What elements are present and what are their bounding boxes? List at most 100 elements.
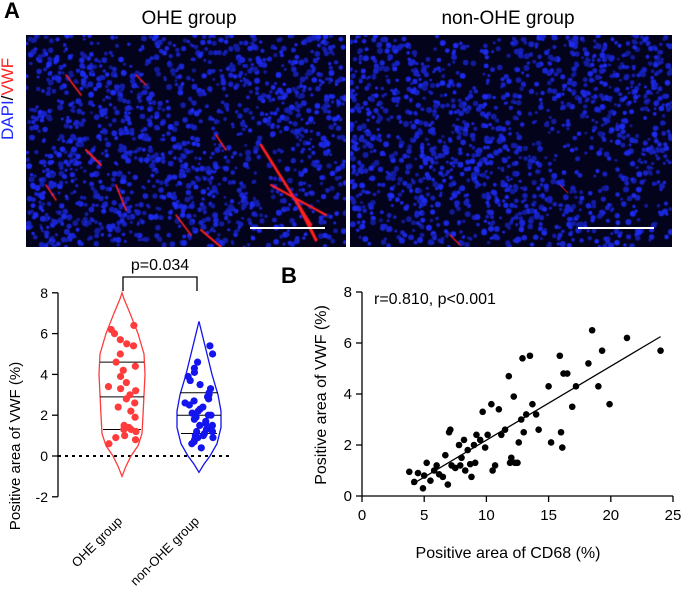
violin-dot-non-ohe bbox=[205, 395, 213, 403]
p-value-label: p=0.034 bbox=[131, 257, 189, 274]
micrograph-ohe bbox=[26, 35, 346, 247]
scatter-point bbox=[506, 459, 514, 467]
scatter-y-tick-label: 4 bbox=[344, 386, 352, 403]
violin-dot-ohe bbox=[116, 336, 124, 344]
violin-dot-ohe bbox=[116, 372, 125, 381]
x-tick-ohe-group: OHE group bbox=[69, 514, 126, 571]
violin-dot-non-ohe bbox=[197, 444, 205, 452]
violin-plot: Positive area of VWF (%) -2 0 2 4 6 8 p=0.034… bbox=[7, 257, 232, 589]
scatter-point bbox=[488, 400, 495, 408]
scatter-point bbox=[455, 441, 463, 449]
violin-dot-non-ohe bbox=[208, 350, 217, 358]
violin-dot-non-ohe bbox=[181, 399, 189, 407]
scatter-point bbox=[464, 446, 472, 454]
violin-dot-ohe bbox=[131, 436, 140, 444]
violin-dot-ohe bbox=[130, 321, 138, 330]
scatter-point bbox=[456, 462, 464, 469]
scatter-correlation-label: r=0.810, p<0.001 bbox=[374, 291, 496, 308]
stain-label-separator: / bbox=[0, 96, 17, 101]
scatter-point bbox=[439, 473, 447, 481]
scatter-y-tick-label: 6 bbox=[344, 335, 352, 352]
violin-dot-non-ohe bbox=[206, 342, 214, 350]
scatter-point bbox=[471, 459, 479, 467]
scatter-y-tick-label: 8 bbox=[344, 284, 352, 301]
scatter-x-tick-label: 25 bbox=[665, 507, 682, 524]
scatter-y-tick-label: 2 bbox=[344, 437, 352, 454]
scatter-point bbox=[526, 352, 534, 360]
violin-dot-non-ohe bbox=[193, 358, 202, 366]
micrograph-non-ohe bbox=[350, 35, 672, 247]
violin-dot-ohe bbox=[114, 403, 122, 411]
violin-dots bbox=[104, 321, 217, 452]
scatter-point bbox=[557, 428, 565, 436]
scatter-point bbox=[473, 431, 480, 439]
violin-dot-ohe bbox=[122, 378, 130, 387]
violin-ohe bbox=[98, 290, 146, 479]
micrograph-ohe-image bbox=[26, 35, 346, 247]
violin-dot-ohe bbox=[121, 432, 129, 440]
scatter-point bbox=[447, 426, 454, 433]
scatter-point bbox=[545, 383, 552, 390]
scatter-point bbox=[598, 347, 606, 354]
scatter-point bbox=[517, 416, 525, 423]
scatter-x-tick-label: 0 bbox=[358, 507, 366, 524]
scatter-point bbox=[529, 400, 536, 408]
scatter-point bbox=[405, 468, 413, 476]
scatter-point bbox=[588, 326, 596, 334]
violin-y-tick-label: 0 bbox=[40, 448, 48, 464]
micrograph-non-ohe-image bbox=[350, 35, 672, 247]
scatter-point bbox=[657, 347, 664, 354]
scatter-point bbox=[466, 460, 474, 468]
violin-dot-ohe bbox=[117, 385, 125, 393]
violin-dot-non-ohe bbox=[196, 381, 204, 389]
scatter-point bbox=[498, 431, 505, 439]
violin-tick-labels: -2 0 2 4 6 8 bbox=[36, 285, 49, 505]
scatter-point bbox=[479, 408, 486, 416]
violin-dot-non-ohe bbox=[190, 364, 199, 372]
scale-bar-non-ohe bbox=[578, 227, 654, 229]
violin-y-tick-label: 8 bbox=[40, 285, 48, 301]
scatter-x-tick-label: 5 bbox=[420, 507, 428, 524]
violin-dot-non-ohe bbox=[190, 397, 198, 405]
scatter-point bbox=[423, 459, 430, 467]
scatter-point bbox=[606, 400, 613, 408]
scatter-point bbox=[489, 467, 496, 474]
regression-line bbox=[411, 336, 661, 486]
scatter-point bbox=[410, 478, 418, 486]
scatter-points bbox=[405, 326, 664, 492]
violin-dot-ohe bbox=[107, 325, 115, 334]
violin-dot-non-ohe bbox=[208, 421, 216, 429]
violin-y-tick-label: 2 bbox=[40, 407, 48, 423]
scatter-point bbox=[458, 454, 465, 462]
scatter-point bbox=[501, 426, 509, 433]
violin-y-tick-label: 4 bbox=[40, 366, 48, 382]
x-tick-non-ohe-group: non-OHE group bbox=[127, 514, 202, 589]
scatter-point bbox=[430, 467, 438, 474]
scatter-point bbox=[563, 370, 571, 377]
title-ohe-group: OHE group bbox=[141, 8, 237, 29]
scatter-point bbox=[556, 352, 564, 360]
scatter-point bbox=[547, 439, 555, 446]
violin-dot-non-ohe bbox=[188, 409, 196, 417]
violin-dot-ohe bbox=[112, 434, 120, 442]
scatter-point bbox=[623, 334, 631, 342]
scatter-point bbox=[444, 481, 452, 488]
violin-dot-ohe bbox=[123, 340, 131, 348]
scatter-point bbox=[514, 459, 521, 467]
scatter-point bbox=[505, 372, 513, 380]
title-non-ohe-group: non-OHE group bbox=[441, 8, 575, 29]
panel-label-a: A bbox=[4, 0, 20, 23]
scatter-point bbox=[470, 441, 478, 449]
scatter-point bbox=[520, 428, 528, 436]
violin-dot-ohe bbox=[131, 362, 139, 370]
stain-label-dapi: DAPI bbox=[0, 100, 17, 140]
violin-non-ohe bbox=[176, 321, 222, 474]
violin-dot-ohe bbox=[126, 391, 134, 399]
scatter-y-axis-label: Positive area of VWF (%) bbox=[313, 305, 330, 485]
scatter-point bbox=[572, 383, 580, 390]
scatter-point bbox=[461, 467, 469, 474]
violin-y-axis bbox=[52, 292, 59, 498]
scatter-point bbox=[442, 451, 449, 459]
scatter-point bbox=[558, 444, 566, 451]
scatter-x-tick-label: 20 bbox=[602, 507, 619, 524]
